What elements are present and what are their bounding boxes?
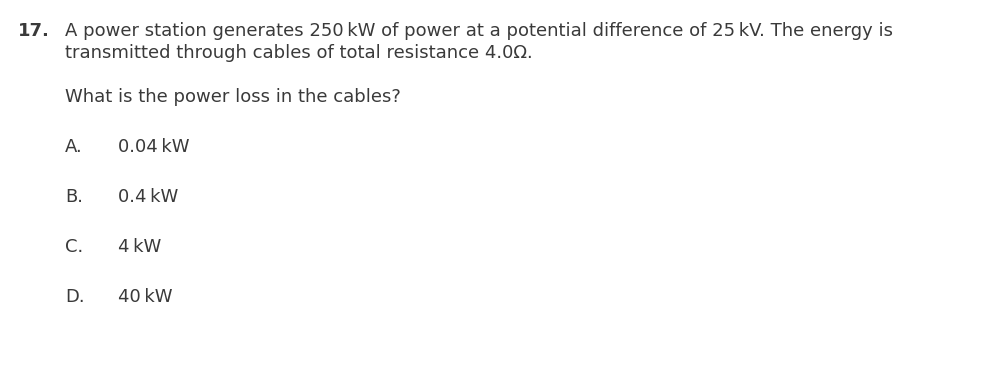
Text: C.: C. (65, 238, 84, 256)
Text: 17.: 17. (18, 22, 50, 40)
Text: D.: D. (65, 288, 85, 306)
Text: 4 kW: 4 kW (118, 238, 161, 256)
Text: transmitted through cables of total resistance 4.0Ω.: transmitted through cables of total resi… (65, 44, 533, 62)
Text: A power station generates 250 kW of power at a potential difference of 25 kV. Th: A power station generates 250 kW of powe… (65, 22, 893, 40)
Text: B.: B. (65, 188, 83, 206)
Text: What is the power loss in the cables?: What is the power loss in the cables? (65, 88, 400, 106)
Text: 40 kW: 40 kW (118, 288, 172, 306)
Text: 0.4 kW: 0.4 kW (118, 188, 178, 206)
Text: 0.04 kW: 0.04 kW (118, 138, 189, 156)
Text: A.: A. (65, 138, 83, 156)
